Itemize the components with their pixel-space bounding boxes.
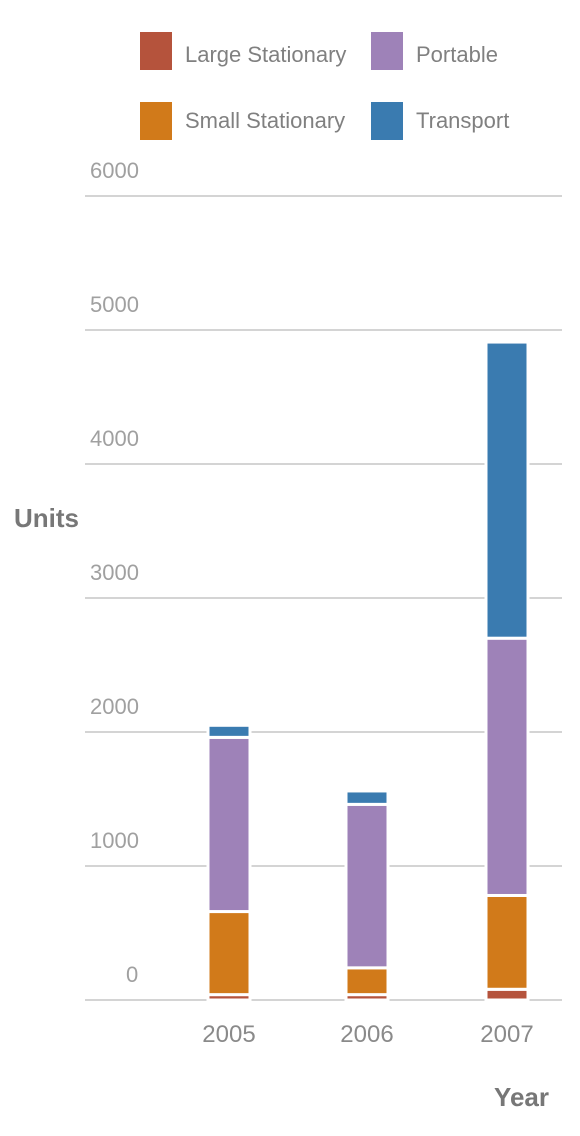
gridlines	[85, 195, 562, 1001]
bar-2005-transport	[206, 723, 252, 739]
legend-label-small-stationary: Small Stationary	[185, 108, 345, 133]
y-tick-label-3000: 3000	[90, 560, 139, 585]
x-axis-title: Year	[494, 1082, 549, 1112]
y-tick-labels: 0 1000 2000 3000 4000 5000 6000	[90, 158, 139, 987]
y-tick-label-2000: 2000	[90, 694, 139, 719]
legend-label-portable: Portable	[416, 42, 498, 67]
y-tick-label-1000: 1000	[90, 828, 139, 853]
legend-label-transport: Transport	[416, 108, 509, 133]
legend: Large Stationary Portable Small Stationary…	[140, 32, 509, 140]
bar-2007-transport	[484, 340, 530, 640]
x-tick-label-2007: 2007	[480, 1021, 533, 1048]
bar-2006-small-stationary	[344, 966, 390, 997]
bar-2006-transport	[344, 789, 390, 806]
bar-2007-small-stationary	[484, 893, 530, 991]
x-tick-label-2006: 2006	[340, 1021, 393, 1048]
x-tick-labels: 2005 2006 2007	[202, 1021, 533, 1048]
legend-label-large-stationary: Large Stationary	[185, 42, 346, 67]
bar-2006-portable	[344, 802, 390, 970]
legend-swatch-portable	[371, 32, 403, 70]
y-axis-title: Units	[14, 503, 79, 533]
y-tick-label-0: 0	[126, 962, 138, 987]
bar-2007-large-stationary	[484, 987, 530, 1002]
bar-2005-small-stationary	[206, 910, 252, 997]
y-tick-label-5000: 5000	[90, 292, 139, 317]
legend-swatch-small-stationary	[140, 102, 172, 140]
legend-swatch-transport	[371, 102, 403, 140]
y-tick-label-4000: 4000	[90, 426, 139, 451]
x-tick-label-2005: 2005	[202, 1021, 255, 1048]
y-tick-label-6000: 6000	[90, 158, 139, 183]
bar-2005-portable	[206, 735, 252, 914]
legend-swatch-large-stationary	[140, 32, 172, 70]
bar-2007-portable	[484, 636, 530, 897]
bars	[206, 340, 530, 1002]
